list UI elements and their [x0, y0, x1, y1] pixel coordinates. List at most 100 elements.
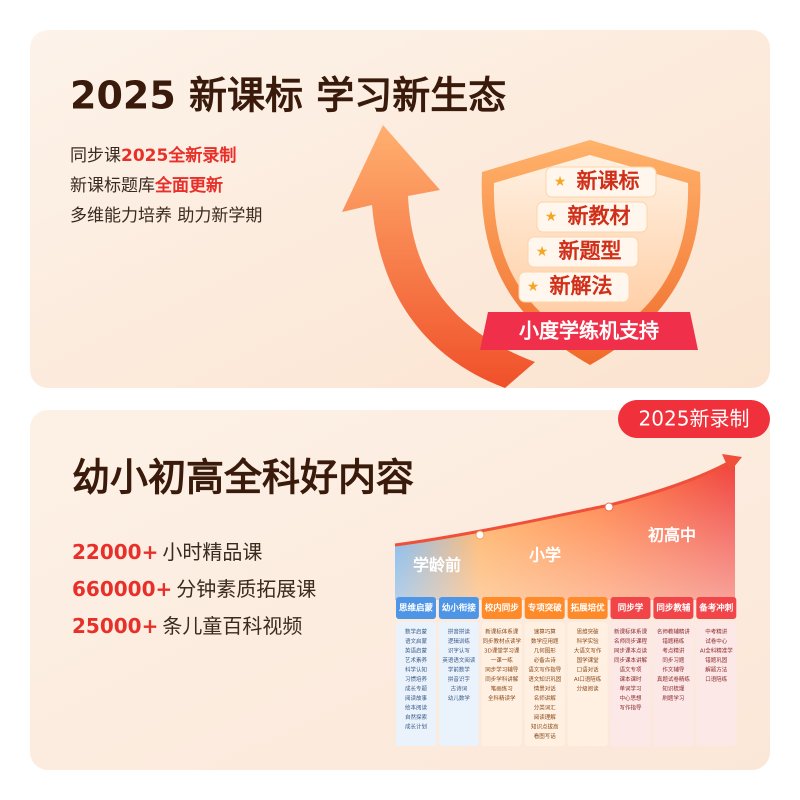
column-header [610, 597, 651, 619]
star: ★ [545, 209, 558, 225]
column-body [653, 622, 694, 746]
column-title: 幼小衔接 [442, 603, 477, 614]
star: ★ [527, 279, 540, 295]
column-item: 英语启蒙 [405, 647, 428, 655]
line-text: 多维能力培养 助力新学期 [70, 206, 262, 226]
column-item: 逻辑训练 [448, 637, 471, 645]
column-item: 识字认写 [448, 647, 471, 655]
shield-item: 新题型 [559, 239, 622, 263]
star: ★ [554, 174, 567, 190]
line-text: 同步课 [70, 146, 121, 166]
column-item: 科学实验 [577, 637, 600, 645]
shield-pill [536, 201, 648, 233]
column-item: 语文知识巩固 [528, 675, 562, 683]
column-item: 中心思想 [619, 694, 642, 702]
column-item: 同步习题 [662, 657, 685, 664]
column-item: 一课一练 [491, 656, 514, 664]
column-body [524, 622, 565, 746]
stat-label: 条儿童百科视频 [162, 614, 302, 638]
column-item: 口语陪练 [705, 675, 728, 683]
ribbon-text: 小度学练机支持 [519, 319, 659, 343]
column-item: AI口语陪练 [574, 675, 602, 683]
shield-pill [518, 271, 630, 303]
column-item: 口语对话 [577, 666, 600, 674]
column-title: 专项突破 [528, 603, 563, 614]
stat-number: 25000+ [72, 614, 158, 638]
dot [604, 502, 614, 512]
column-item: 写作指导 [619, 704, 642, 712]
column-title: 校内同步 [485, 603, 520, 614]
growth-arrowhead [722, 454, 742, 472]
dot [475, 530, 485, 540]
column-item: 语文启蒙 [405, 637, 428, 645]
column-item: 几何图形 [534, 647, 557, 655]
column-item: 考点精讲 [662, 647, 685, 655]
column-item: 情景对话 [534, 685, 557, 693]
column-item: 真题试卷精练 [657, 675, 691, 683]
stat: 22000+ 小时精品课 [72, 540, 262, 564]
line-highlight: 全面更新 [154, 175, 223, 196]
column-item: 幼儿数学 [448, 694, 471, 702]
badge-text: 2025新录制 [639, 407, 750, 431]
column-item: 试卷中心 [705, 637, 728, 645]
column-item: 作文辅导 [662, 666, 685, 674]
column-item: 同步学习辅导 [485, 666, 519, 674]
column-item: 拼音拼读 [448, 628, 471, 636]
column-item: 国学课堂 [577, 656, 600, 664]
column-body [438, 622, 479, 746]
column-item: 语文专项 [619, 666, 642, 674]
column-item: 大语文写作 [574, 647, 602, 655]
column-item: 思维突破 [577, 628, 600, 636]
column-item: 单词学习 [619, 685, 641, 693]
column-header [567, 597, 608, 619]
feature-line: 同步课2025全新录制 [70, 145, 236, 166]
column-item: 名师讲解 [534, 694, 557, 702]
column-item: 语文写作指导 [528, 666, 562, 674]
column-header [438, 597, 479, 619]
column-item: 知识梳理 [662, 685, 685, 693]
column-item: 阅读理解 [534, 713, 557, 721]
column-title: 拓展培优 [571, 603, 606, 614]
column-title: 同步学 [618, 603, 644, 614]
column-item: 名师同步课程 [614, 637, 648, 645]
stat-number: 22000+ [72, 540, 158, 564]
column-item: 拼音识字 [448, 675, 471, 683]
column-item: 同步教材点读学 [483, 637, 522, 645]
stat: 25000+ 条儿童百科视频 [72, 614, 302, 638]
column-item: 数学应用题 [531, 637, 559, 645]
star: ★ [536, 244, 549, 260]
column-item: 数学启蒙 [405, 628, 428, 636]
column-item: 看图写话 [534, 732, 557, 740]
stat: 660000+ 分钟素质拓展课 [72, 577, 316, 601]
column-body [567, 622, 608, 746]
column-item: 刷题学习 [662, 694, 684, 702]
column-item: 科学认知 [405, 666, 427, 674]
column-item: 成长计划 [405, 723, 427, 731]
column-item: 同步学科讲解 [485, 675, 519, 683]
column-item: 错题精练 [662, 637, 685, 645]
stat-label: 小时精品课 [162, 540, 262, 564]
column-item: 分类词汇 [534, 704, 557, 712]
shield-item: 新解法 [550, 274, 613, 298]
column-header [653, 597, 694, 619]
ribbon [480, 312, 698, 350]
column-item: 全科精读学 [488, 694, 516, 702]
column-item: 速算巧算 [534, 628, 557, 636]
column-item: 阅读故事 [405, 694, 428, 702]
stat-number: 660000+ [72, 577, 172, 601]
stage-name: 学龄前 [413, 556, 461, 575]
column-header [396, 597, 436, 619]
column-item: 新课标体系课 [614, 628, 648, 636]
column-item: 学前数学 [448, 666, 471, 674]
column-header [481, 597, 522, 619]
column-item: AI全科精准学 [700, 647, 733, 655]
column-item: 古诗词 [451, 685, 468, 693]
shield-items: ★ 新课标★ 新教材★ 新题型★ 新解法 [518, 166, 657, 303]
column-item: 同步课本点读 [614, 647, 648, 655]
column-item: 同步课本讲解 [614, 656, 648, 664]
column-body [481, 622, 522, 746]
column-item: 艺术素养 [405, 656, 428, 664]
